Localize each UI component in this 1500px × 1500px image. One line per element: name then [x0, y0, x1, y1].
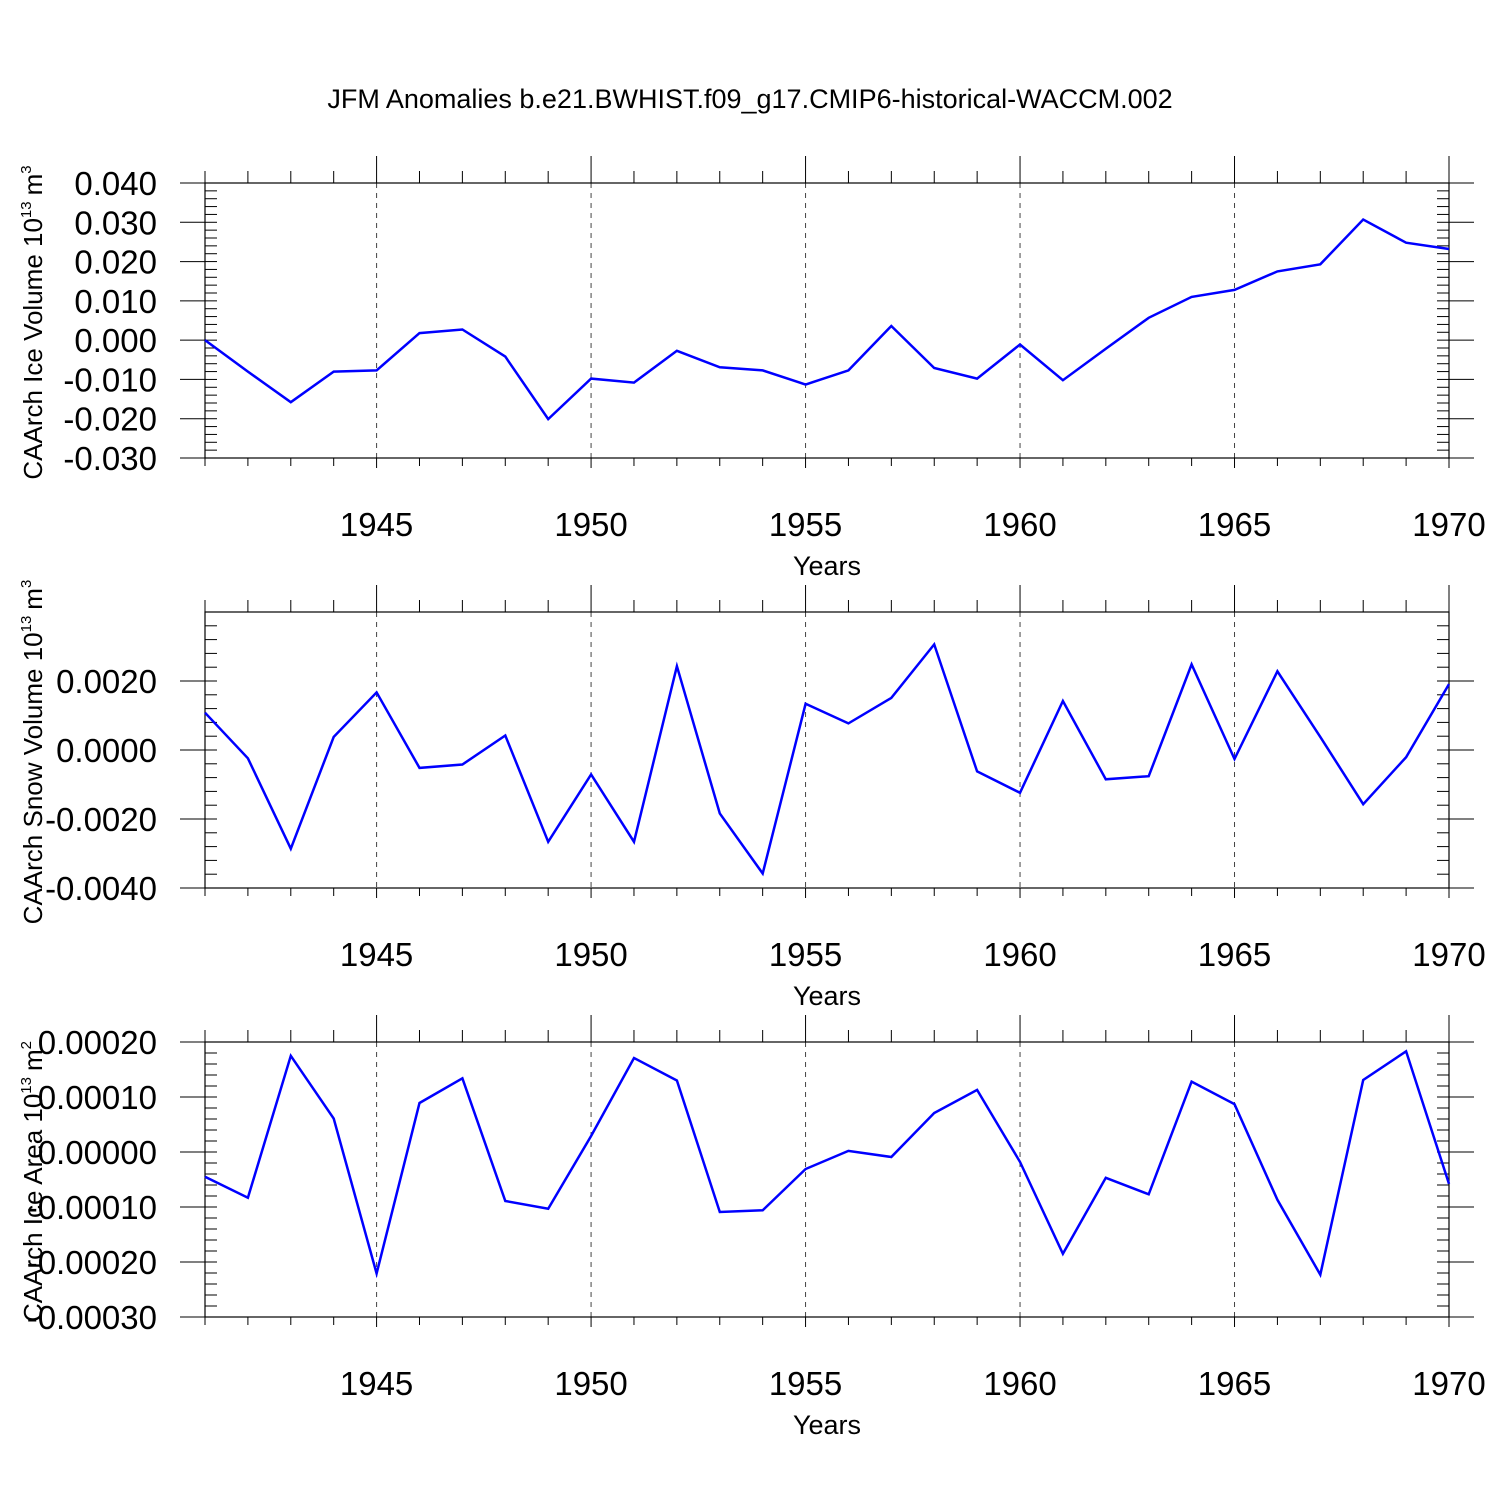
- series-line: [204, 217, 1450, 422]
- panel-1: -0.030-0.020-0.0100.0000.0100.0200.0300.…: [18, 156, 1486, 581]
- y-tick-label: -0.030: [63, 440, 157, 477]
- figure-title: JFM Anomalies b.e21.BWHIST.f09_g17.CMIP6…: [327, 84, 1172, 114]
- y-tick-label: -0.0020: [45, 801, 157, 838]
- y-tick-label: 0.000: [74, 322, 157, 359]
- x-tick-label: 1955: [769, 936, 842, 973]
- x-tick-label: 1960: [983, 936, 1056, 973]
- plot-frame: [204, 1041, 1450, 1318]
- x-tick-label: 1970: [1412, 936, 1485, 973]
- x-tick-label: 1955: [769, 1365, 842, 1402]
- x-tick-label: 1955: [769, 506, 842, 543]
- x-tick-label: 1950: [554, 506, 627, 543]
- y-tick-label: 0.0020: [56, 663, 157, 700]
- x-tick-label: 1950: [554, 1365, 627, 1402]
- x-tick-label: 1960: [983, 506, 1056, 543]
- x-tick-label: 1965: [1198, 936, 1271, 973]
- series-line: [204, 1049, 1451, 1279]
- series-line: [204, 641, 1451, 877]
- x-tick-label: 1960: [983, 1365, 1056, 1402]
- y-tick-label: -0.00020: [27, 1244, 157, 1281]
- x-tick-label: 1945: [340, 1365, 413, 1402]
- y-axis-label: CAArch Snow Volume 1013m3: [18, 580, 48, 925]
- y-tick-label: 0.030: [74, 204, 157, 241]
- panel-3: -0.00030 -0.00020 -0.00010 0.00000 0.00010 0.…: [18, 1015, 1486, 1440]
- panels: -0.030-0.020-0.0100.0000.0100.0200.0300.…: [18, 156, 1486, 1440]
- x-axis-label: Years: [793, 981, 861, 1011]
- y-tick-label: -0.0040: [45, 870, 157, 907]
- y-tick-label: 0.010: [74, 283, 157, 320]
- x-tick-label: 1965: [1198, 506, 1271, 543]
- y-tick-label: -0.010: [63, 361, 157, 398]
- y-tick-label: 0.00010: [38, 1079, 157, 1116]
- y-tick-label: 0.00020: [38, 1024, 157, 1061]
- y-axis-label: CAArch Ice Volume 1013m3: [18, 165, 48, 479]
- x-tick-label: 1965: [1198, 1365, 1271, 1402]
- x-axis-label: Years: [793, 1410, 861, 1440]
- panel-2: -0.0040 -0.0020 0.0000 0.0020 1945 1950 1955 19…: [18, 580, 1486, 1011]
- plot-frame: [204, 182, 1450, 459]
- x-tick-label: 1950: [554, 936, 627, 973]
- x-tick-label: 1945: [340, 506, 413, 543]
- y-tick-label: -0.00030: [27, 1299, 157, 1336]
- y-tick-label: 0.00000: [38, 1134, 157, 1171]
- y-tick-label: 0.0000: [56, 732, 157, 769]
- y-tick-label: -0.00010: [27, 1189, 157, 1226]
- x-tick-label: 1970: [1412, 1365, 1485, 1402]
- plot-frame: [204, 611, 1450, 889]
- y-tick-label: 0.040: [74, 165, 157, 202]
- x-axis-label: Years: [793, 551, 861, 581]
- x-tick-label: 1945: [340, 936, 413, 973]
- y-axis-label: CAArch Ice Area 1013m2: [18, 1041, 48, 1322]
- x-tick-label: 1970: [1412, 506, 1485, 543]
- y-tick-label: -0.020: [63, 401, 157, 438]
- y-tick-label: 0.020: [74, 244, 157, 281]
